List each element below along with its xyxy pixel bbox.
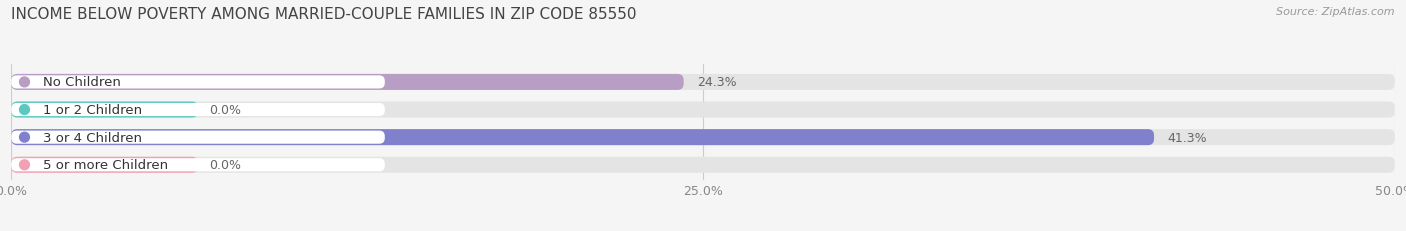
FancyBboxPatch shape [11, 158, 385, 172]
Text: Source: ZipAtlas.com: Source: ZipAtlas.com [1277, 7, 1395, 17]
FancyBboxPatch shape [11, 157, 1395, 173]
FancyBboxPatch shape [11, 103, 385, 117]
FancyBboxPatch shape [11, 75, 1395, 91]
Text: 5 or more Children: 5 or more Children [44, 159, 169, 172]
FancyBboxPatch shape [11, 76, 385, 89]
Circle shape [20, 133, 30, 143]
Circle shape [20, 160, 30, 170]
Text: 41.3%: 41.3% [1168, 131, 1208, 144]
FancyBboxPatch shape [11, 130, 1395, 146]
Text: INCOME BELOW POVERTY AMONG MARRIED-COUPLE FAMILIES IN ZIP CODE 85550: INCOME BELOW POVERTY AMONG MARRIED-COUPL… [11, 7, 637, 22]
Circle shape [20, 78, 30, 88]
FancyBboxPatch shape [11, 75, 683, 91]
FancyBboxPatch shape [11, 102, 1395, 118]
Circle shape [20, 105, 30, 115]
Text: 0.0%: 0.0% [209, 103, 240, 116]
FancyBboxPatch shape [11, 130, 1154, 146]
Text: 3 or 4 Children: 3 or 4 Children [44, 131, 142, 144]
Text: No Children: No Children [44, 76, 121, 89]
FancyBboxPatch shape [11, 102, 198, 118]
Text: 24.3%: 24.3% [697, 76, 737, 89]
Text: 1 or 2 Children: 1 or 2 Children [44, 103, 142, 116]
FancyBboxPatch shape [11, 157, 198, 173]
FancyBboxPatch shape [11, 131, 385, 144]
Text: 0.0%: 0.0% [209, 159, 240, 172]
